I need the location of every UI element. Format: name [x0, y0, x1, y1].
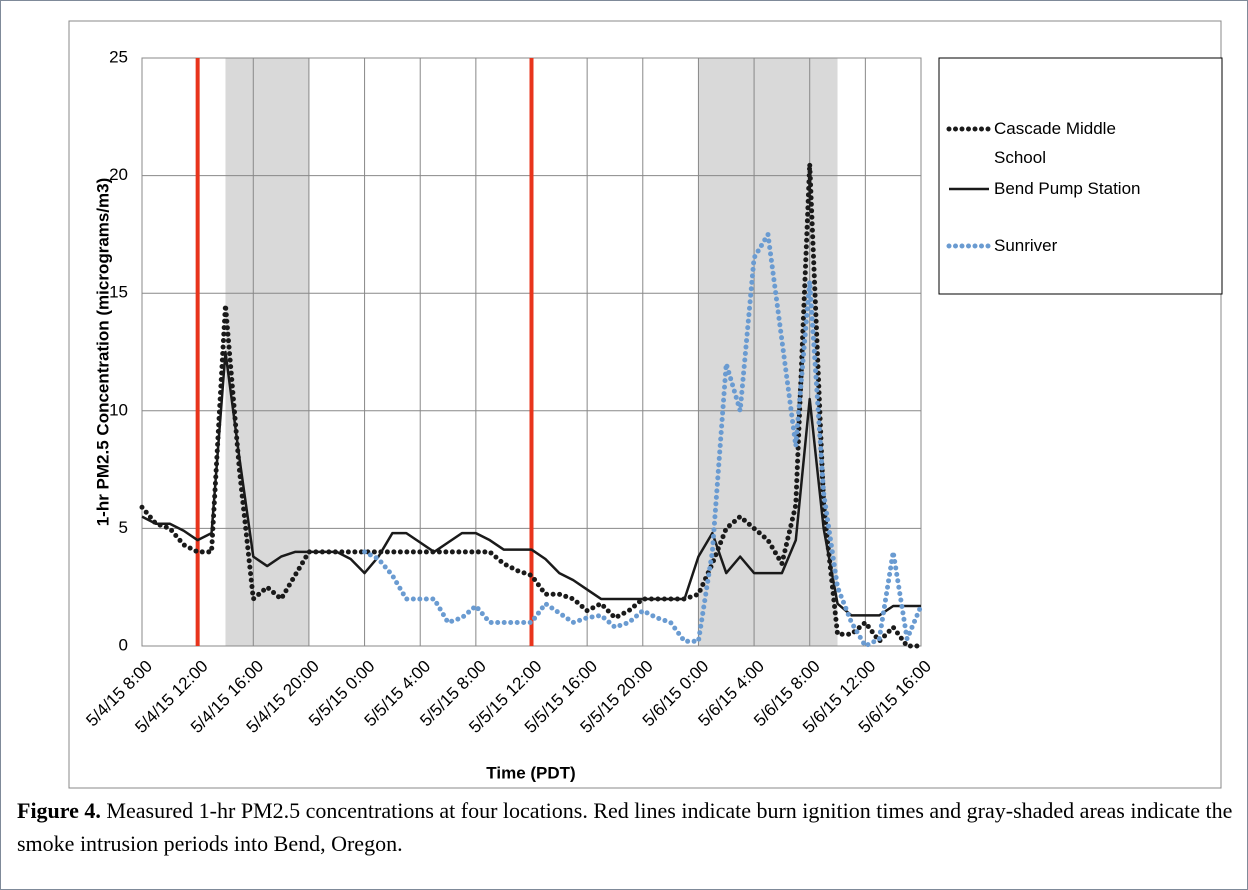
- caption-text: Measured 1-hr PM2.5 concentrations at fo…: [17, 798, 1233, 856]
- caption: Figure 4. Measured 1-hr PM2.5 concentrat…: [17, 794, 1237, 860]
- y-tick-label: 5: [119, 518, 128, 537]
- smoke-period: [225, 58, 309, 646]
- chart: Time (PDT) 1-hr PM2.5 Concentration (mic…: [68, 20, 1223, 789]
- series-line: [141, 350, 921, 617]
- y-axis-title: 1-hr PM2.5 Concentration (micrograms/m3): [93, 178, 112, 527]
- y-tick-label: 15: [109, 283, 128, 302]
- x-axis-title: Time (PDT): [486, 763, 575, 782]
- legend-box: [938, 57, 1223, 295]
- legend-label: Cascade Middle School: [994, 119, 1116, 167]
- series-line: [362, 226, 924, 650]
- legend-label: Bend Pump Station: [994, 179, 1141, 198]
- y-tick-label: 25: [109, 47, 128, 66]
- legend-label: Sunriver: [994, 236, 1058, 255]
- y-tick-label: 0: [119, 635, 128, 654]
- series-line: [139, 163, 924, 649]
- y-tick-label: 20: [109, 165, 128, 184]
- caption-label: Figure 4.: [17, 798, 101, 823]
- y-tick-label: 10: [109, 400, 128, 419]
